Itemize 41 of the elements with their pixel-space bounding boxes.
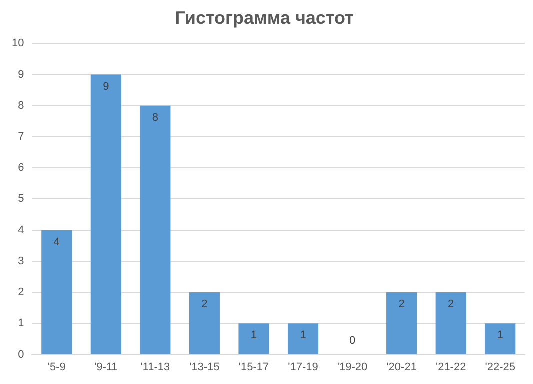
y-tick-label: 5 <box>18 193 24 206</box>
x-tick-label: '5-9 <box>48 361 66 374</box>
data-label: 1 <box>497 330 504 342</box>
y-tick-label: 3 <box>18 255 24 268</box>
y-tick-label: 0 <box>18 348 24 361</box>
bar <box>485 324 516 354</box>
x-tick-label: '11-13 <box>140 361 170 374</box>
x-tick-label: '15-17 <box>238 361 270 374</box>
data-label: 8 <box>152 112 158 124</box>
chart-title: Гистограмма частот <box>175 8 354 28</box>
bar <box>288 324 319 354</box>
bar <box>238 324 270 354</box>
bar <box>140 106 171 354</box>
bar <box>42 230 72 354</box>
y-tick-label: 6 <box>18 162 24 174</box>
y-tick-label: 1 <box>18 318 24 330</box>
x-tick-label: '13-15 <box>190 361 220 374</box>
data-label: 2 <box>448 298 454 311</box>
bar <box>436 292 466 354</box>
y-tick-label: 2 <box>18 286 24 299</box>
x-tick-label: '22-25 <box>485 361 516 374</box>
data-label: 0 <box>349 334 356 347</box>
y-tick-label: 7 <box>18 130 24 143</box>
data-label: 2 <box>202 298 208 311</box>
y-tick-label: 9 <box>18 68 24 81</box>
data-label: 2 <box>398 298 405 311</box>
data-label: 1 <box>300 330 306 342</box>
y-tick-label: 10 <box>12 38 24 50</box>
x-tick-label: '21-22 <box>436 361 466 374</box>
y-tick-label: 8 <box>18 100 24 112</box>
bar <box>90 74 122 354</box>
data-label: 1 <box>250 330 258 342</box>
x-tick-label: '17-19 <box>288 361 318 374</box>
x-tick-label: '9-11 <box>94 361 118 374</box>
bar <box>189 292 220 354</box>
data-label: 4 <box>54 236 60 248</box>
bar <box>386 292 418 354</box>
y-tick-label: 4 <box>18 224 24 236</box>
x-tick-label: '20-21 <box>386 361 417 374</box>
data-label: 9 <box>103 80 110 93</box>
x-tick-label: '19-20 <box>337 361 368 374</box>
